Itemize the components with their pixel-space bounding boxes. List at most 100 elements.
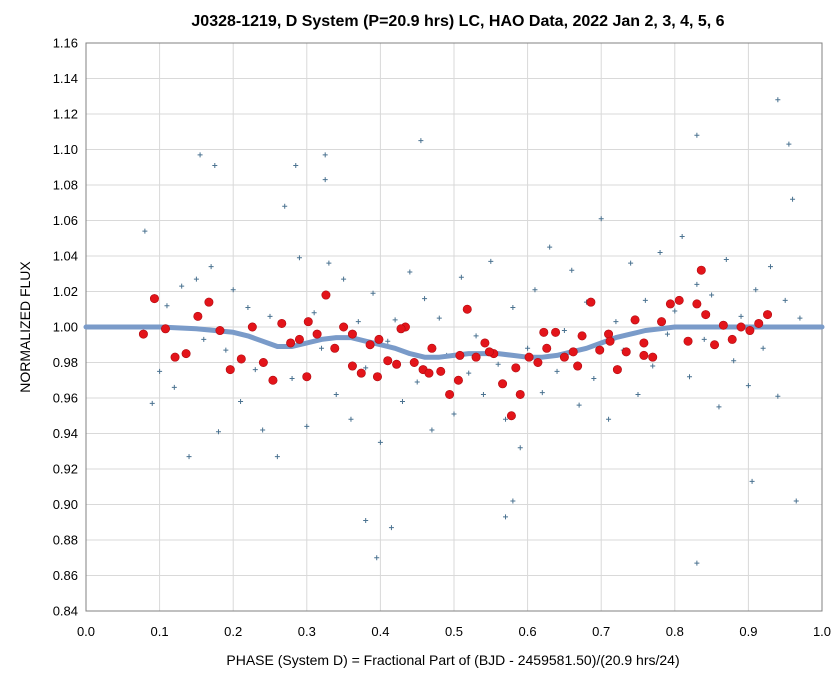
- binned-data-point: [330, 343, 340, 353]
- x-tick-label: 0.7: [592, 624, 610, 639]
- y-tick-label: 0.92: [53, 462, 78, 477]
- raw-data-point: [525, 345, 531, 351]
- raw-data-point: [473, 333, 479, 339]
- binned-data-point: [356, 368, 366, 378]
- raw-data-point: [282, 203, 288, 209]
- raw-data-point: [374, 555, 380, 561]
- raw-data-point: [466, 370, 472, 376]
- binned-data-point: [302, 372, 312, 382]
- raw-data-point: [642, 297, 648, 303]
- y-tick-labels: 0.84 0.86 0.88 0.90 0.92 0.94 0.96 0.98 1.00 1.02…: [53, 36, 78, 619]
- binned-data-point: [595, 345, 605, 355]
- binned-data-point: [453, 375, 463, 385]
- raw-data-point: [414, 379, 420, 385]
- binned-data-point: [736, 322, 746, 332]
- binned-data-point: [559, 352, 569, 362]
- raw-data-point: [488, 258, 494, 264]
- raw-data-point: [782, 297, 788, 303]
- raw-data-point: [749, 478, 755, 484]
- binned-data-point: [498, 379, 508, 389]
- raw-data-point: [201, 336, 207, 342]
- raw-data-point: [753, 287, 759, 293]
- raw-data-point: [635, 391, 641, 397]
- raw-data-point: [510, 498, 516, 504]
- raw-data-point: [363, 365, 369, 371]
- raw-data-point: [341, 276, 347, 282]
- raw-data-point: [333, 391, 339, 397]
- binned-data-point: [696, 265, 706, 275]
- binned-data-point: [692, 299, 702, 309]
- x-tick-label: 0.3: [298, 624, 316, 639]
- x-tick-label: 0.5: [445, 624, 463, 639]
- raw-data-point: [723, 257, 729, 263]
- binned-data-point: [701, 310, 711, 320]
- raw-data-point: [429, 427, 435, 433]
- binned-data-point: [480, 338, 490, 348]
- y-tick-label: 1.10: [53, 142, 78, 157]
- binned-data-point: [506, 411, 516, 421]
- raw-data-point: [767, 264, 773, 270]
- binned-data-point: [258, 357, 268, 367]
- binned-data-point: [524, 352, 534, 362]
- y-tick-label: 1.12: [53, 107, 78, 122]
- raw-data-point: [422, 296, 428, 302]
- raw-data-point: [212, 162, 218, 168]
- binned-data-point: [347, 361, 357, 371]
- raw-data-point: [554, 368, 560, 374]
- binned-data-point: [630, 315, 640, 325]
- binned-data-point: [539, 327, 549, 337]
- raw-data-point: [179, 283, 185, 289]
- binned-data-point: [236, 354, 246, 364]
- binned-data-point: [511, 363, 521, 373]
- binned-data-point: [374, 334, 384, 344]
- binned-data-point: [365, 340, 375, 350]
- binned-data-point: [612, 365, 622, 375]
- raw-data-point: [193, 276, 199, 282]
- raw-data-point: [532, 287, 538, 293]
- raw-data-point: [157, 368, 163, 374]
- raw-data-point: [672, 308, 678, 314]
- raw-data-point: [223, 347, 229, 353]
- y-tick-label: 1.14: [53, 71, 78, 86]
- raw-data-series: [142, 97, 803, 566]
- raw-data-point: [451, 411, 457, 417]
- raw-data-point: [296, 255, 302, 261]
- raw-data-point: [319, 345, 325, 351]
- raw-data-point: [657, 249, 663, 255]
- raw-data-point: [348, 416, 354, 422]
- binned-data-point: [277, 318, 287, 328]
- binned-data-point: [471, 352, 481, 362]
- raw-data-point: [230, 287, 236, 293]
- raw-data-point: [399, 399, 405, 405]
- binned-data-point: [247, 322, 257, 332]
- binned-data-point: [621, 347, 631, 357]
- raw-data-point: [664, 331, 670, 337]
- binned-data-point: [383, 356, 393, 366]
- binned-data-point: [674, 295, 684, 305]
- binned-data-point: [409, 357, 419, 367]
- raw-data-point: [322, 152, 328, 158]
- binned-data-point: [445, 389, 455, 399]
- binned-data-point: [551, 327, 561, 337]
- binned-data-point: [149, 294, 159, 304]
- raw-data-point: [322, 177, 328, 183]
- raw-data-point: [407, 269, 413, 275]
- binned-data-point: [568, 347, 578, 357]
- binned-data-point: [727, 334, 737, 344]
- binned-data-point: [710, 340, 720, 350]
- raw-data-point: [480, 391, 486, 397]
- raw-data-point: [679, 233, 685, 239]
- binned-data-point: [160, 324, 170, 334]
- binned-data-point: [462, 304, 472, 314]
- raw-data-point: [245, 304, 251, 310]
- raw-data-point: [709, 292, 715, 298]
- binned-data-point: [294, 334, 304, 344]
- y-tick-label: 0.86: [53, 568, 78, 583]
- x-tick-label: 0.9: [739, 624, 757, 639]
- raw-data-point: [793, 498, 799, 504]
- raw-data-point: [458, 274, 464, 280]
- chart-title: J0328-1219, D System (P=20.9 hrs) LC, HA…: [191, 13, 724, 30]
- raw-data-point: [775, 393, 781, 399]
- y-tick-label: 0.98: [53, 355, 78, 370]
